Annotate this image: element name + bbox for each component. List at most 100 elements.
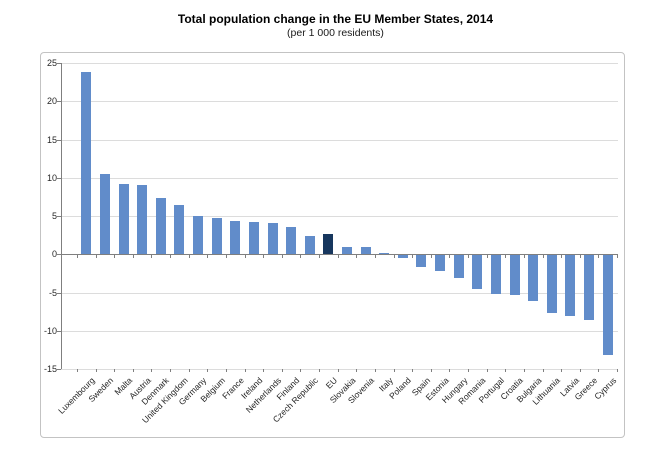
y-axis-label: 5 xyxy=(51,211,57,221)
x-axis-tick xyxy=(281,254,283,259)
gridline--15 xyxy=(61,369,618,370)
y-axis-tick xyxy=(57,330,61,332)
y-axis-tick xyxy=(57,177,61,179)
x-axis-bottom-tick xyxy=(449,369,451,372)
x-axis-bottom-tick xyxy=(319,369,321,372)
x-axis-tick xyxy=(95,254,97,259)
x-axis-bottom-tick xyxy=(170,369,172,372)
zero-line xyxy=(61,254,618,256)
bar-hungary xyxy=(453,255,464,279)
x-axis-tick xyxy=(319,254,321,259)
chart-header: Total population change in the EU Member… xyxy=(0,12,671,40)
x-axis-bottom-tick xyxy=(542,369,544,372)
x-axis-bottom-tick xyxy=(523,369,525,372)
x-axis-tick xyxy=(579,254,581,259)
y-axis-label: 0 xyxy=(51,249,57,260)
x-axis-bottom-tick xyxy=(412,369,414,372)
y-axis-label: 25 xyxy=(46,58,57,68)
x-axis-bottom-tick xyxy=(244,369,246,372)
bar-bulgaria xyxy=(528,255,539,302)
x-axis-tick xyxy=(188,254,190,259)
chart-frame: 25 20 15 10 5 0 -5 -10 -15 Luxembourg Sweden Malta A… xyxy=(40,52,625,438)
bar-denmark xyxy=(155,197,166,255)
gridline-20 xyxy=(61,101,618,103)
y-axis-label: -5 xyxy=(48,287,57,298)
x-axis-bottom-tick xyxy=(598,369,600,372)
y-axis-label: 20 xyxy=(46,96,57,107)
bar-belgium xyxy=(211,218,222,255)
plot-area: 25 20 15 10 5 0 -5 -10 -15 Luxembourg Sweden Malta A… xyxy=(41,53,624,437)
gridline--10 xyxy=(61,330,618,332)
x-axis-tick xyxy=(170,254,172,259)
x-axis-bottom-tick xyxy=(225,369,227,372)
chart-subtitle: (per 1 000 residents) xyxy=(287,27,384,39)
x-axis-tick xyxy=(486,254,488,259)
x-axis-tick xyxy=(374,254,376,259)
y-axis-tick xyxy=(57,216,61,217)
y-axis-label: 15 xyxy=(46,134,57,145)
x-axis-tick xyxy=(225,254,227,259)
bar-latvia xyxy=(565,255,576,316)
x-axis-bottom-tick xyxy=(300,369,302,372)
x-axis-tick xyxy=(617,254,618,259)
y-axis-tick xyxy=(57,254,61,256)
x-axis-bottom-tick xyxy=(188,369,190,372)
x-axis-bottom-tick xyxy=(151,369,153,372)
bar-malta xyxy=(118,183,129,255)
x-axis-tick xyxy=(300,254,302,259)
x-axis-bottom-tick xyxy=(579,369,581,372)
x-axis-tick xyxy=(523,254,525,259)
x-axis-bottom-tick xyxy=(430,369,432,372)
x-axis-tick xyxy=(356,254,358,259)
x-axis-bottom-tick xyxy=(132,369,134,372)
y-axis-label: 10 xyxy=(46,172,57,183)
bar-slovakia xyxy=(342,246,352,255)
x-axis-bottom-tick xyxy=(337,369,339,372)
y-axis-label: -10 xyxy=(43,325,57,336)
x-axis-tick xyxy=(393,254,395,259)
bar-croatia xyxy=(509,255,520,296)
y-axis-line xyxy=(61,63,62,369)
bar-germany xyxy=(193,216,204,255)
gridline-5 xyxy=(61,216,618,217)
gridline-25 xyxy=(61,63,618,64)
gridline--5 xyxy=(61,292,618,294)
x-axis-bottom-tick xyxy=(561,369,563,372)
x-axis-tick xyxy=(542,254,544,259)
x-axis-bottom-tick xyxy=(356,369,358,372)
x-axis-tick xyxy=(598,254,600,259)
x-axis-bottom-tick xyxy=(114,369,116,372)
x-axis-bottom-tick xyxy=(505,369,507,372)
bar-cyprus xyxy=(602,255,613,355)
x-axis-tick xyxy=(468,254,470,259)
bar-finland xyxy=(286,227,297,255)
chart-title: Total population change in the EU Member… xyxy=(177,12,494,26)
x-axis-bottom-tick xyxy=(468,369,470,372)
x-axis-tick xyxy=(77,254,78,259)
y-axis-label: -15 xyxy=(43,364,57,374)
x-axis-tick xyxy=(263,254,265,259)
x-axis-bottom-tick xyxy=(374,369,376,372)
x-axis-tick xyxy=(505,254,507,259)
x-axis-bottom-tick xyxy=(617,369,618,372)
x-axis-tick xyxy=(449,254,451,259)
x-axis-tick xyxy=(337,254,339,259)
x-axis-tick xyxy=(412,254,414,259)
bar-czech-republic xyxy=(304,235,315,255)
y-axis-tick xyxy=(57,101,61,103)
gridline-10 xyxy=(61,177,618,179)
x-axis-tick xyxy=(430,254,432,259)
bar-portugal xyxy=(490,255,501,295)
bar-netherlands xyxy=(267,222,278,255)
bar-lithuania xyxy=(546,255,557,314)
x-axis-tick xyxy=(151,254,153,259)
x-axis-tick xyxy=(207,254,209,259)
x-axis-tick xyxy=(114,254,116,259)
bar-spain xyxy=(416,255,427,268)
bar-romania xyxy=(472,255,483,289)
x-axis-bottom-tick xyxy=(393,369,395,372)
bar-austria xyxy=(137,185,148,255)
bar-sweden xyxy=(99,173,110,255)
x-axis-bottom-tick xyxy=(281,369,283,372)
bar-poland xyxy=(397,255,408,259)
